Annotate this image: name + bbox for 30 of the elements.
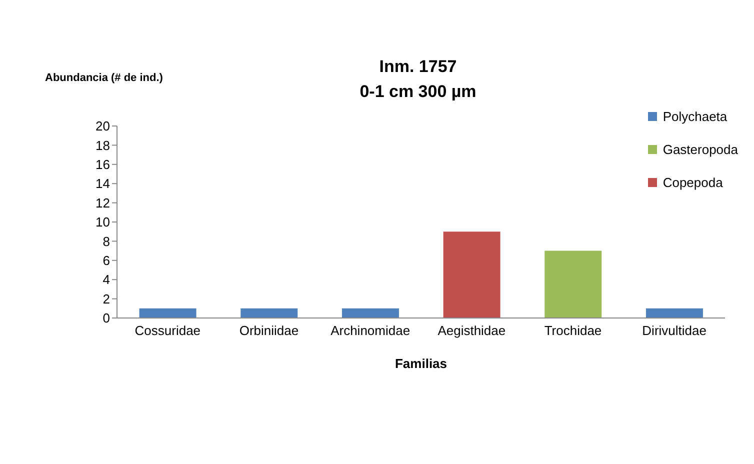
y-tick-label: 14 <box>96 176 110 192</box>
chart-title: Inm. 1757 <box>379 57 457 76</box>
x-tick-label: Aegisthidae <box>438 323 506 338</box>
y-tick-label: 4 <box>102 272 110 288</box>
bar <box>646 308 703 318</box>
x-tick-label: Orbiniidae <box>239 323 299 338</box>
y-tick-label: 18 <box>96 138 110 153</box>
y-tick-label: 6 <box>102 253 110 268</box>
x-tick-label: Dirivultidae <box>642 323 706 338</box>
y-tick-label: 12 <box>96 195 110 210</box>
x-tick-label: Cossuridae <box>134 323 201 338</box>
y-tick-label: 10 <box>96 214 110 230</box>
y-axis-title: Abundancia (# de ind.) <box>45 72 163 84</box>
legend-label: Gasteropoda <box>662 142 738 157</box>
bar <box>240 308 298 318</box>
legend-label: Polychaeta <box>662 109 728 124</box>
bar <box>443 232 500 318</box>
x-tick-label: Archinomidae <box>330 323 410 338</box>
chart-subtitle: 0-1 cm 300 µm <box>360 82 476 101</box>
x-axis-title: Familias <box>394 356 448 371</box>
y-tick-label: 0 <box>102 310 110 326</box>
bar <box>342 308 399 318</box>
x-tick-label: Trochidae <box>544 323 602 338</box>
bar <box>544 250 602 318</box>
legend-label: Copepoda <box>662 175 723 190</box>
bar <box>139 308 196 318</box>
y-tick-label: 2 <box>102 291 110 306</box>
y-tick-label: 8 <box>102 234 110 249</box>
y-tick-label: 20 <box>96 118 110 134</box>
y-tick-label: 16 <box>96 157 110 172</box>
